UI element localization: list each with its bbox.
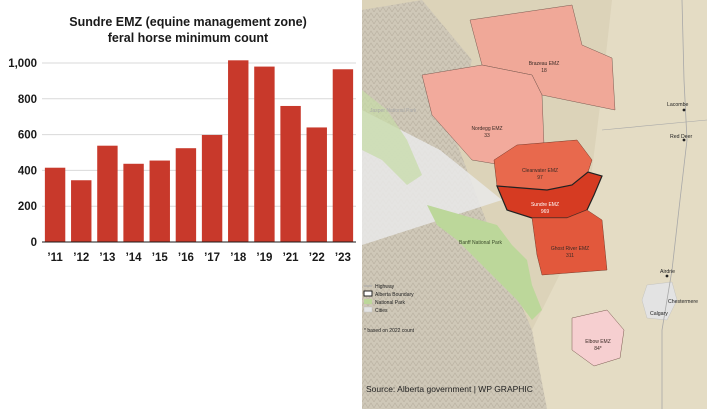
y-tick-label: 200 [18, 201, 37, 213]
chart-title-line2: feral horse minimum count [108, 31, 269, 45]
bar [175, 148, 197, 242]
x-tick-label: ’17 [204, 252, 220, 264]
elbow-label: Elbow EMZ [585, 339, 611, 345]
calgary-label: Calgary [650, 311, 668, 317]
brazeau-count: 18 [541, 68, 547, 74]
bar [280, 105, 301, 243]
y-tick-label: 400 [18, 165, 37, 177]
sundre-zone [496, 171, 603, 219]
red-deer-dot [682, 138, 686, 142]
bar [254, 66, 275, 242]
legend-boundary: Alberta Boundary [375, 292, 414, 298]
x-tick-label: ’11 [47, 252, 63, 264]
airdrie-dot [665, 274, 669, 278]
legend-cities: Cities [375, 308, 388, 314]
map-footnote: * based on 2022 count [364, 328, 415, 334]
legend-highway: Highway [375, 284, 395, 290]
bars [44, 60, 354, 243]
bar [44, 167, 66, 242]
ghost-river-count: 311 [566, 253, 574, 259]
jasper-park-label: Jasper National Park [370, 108, 417, 114]
lacombe-dot [682, 108, 686, 112]
bar [97, 145, 118, 242]
banff-park-label: Banff National Park [459, 240, 502, 246]
clearwater-label: Clearwater EMZ [522, 168, 558, 174]
jasper-park [362, 90, 422, 185]
bar-chart: Sundre EMZ (equine management zone) fera… [8, 15, 356, 264]
ghost-river-zone [531, 209, 608, 276]
x-tick-label: ’12 [73, 252, 89, 264]
nordegg-count: 33 [484, 133, 490, 139]
y-tick-label: 1,000 [8, 58, 37, 70]
bar [149, 160, 170, 242]
bar [71, 180, 92, 242]
sundre-count: 969 [541, 209, 550, 215]
source-credit: Source: Alberta government | WP GRAPHIC [366, 384, 533, 394]
x-tick-label: ’15 [152, 252, 169, 264]
highway-2 [661, 0, 688, 409]
x-tick-label: ’22 [309, 252, 325, 264]
nordegg-label: Nordegg EMZ [471, 126, 502, 132]
banff-park [427, 205, 542, 320]
bar [332, 69, 354, 242]
elbow-zone [571, 309, 625, 367]
bar [306, 127, 327, 242]
y-axis-ticks: 0 200 400 600 800 1,000 [8, 58, 37, 249]
x-tick-label: ’14 [126, 252, 143, 264]
zone-map: Jasper National Park Banff National Park… [362, 0, 707, 409]
red-deer-label: Red Deer [670, 134, 692, 140]
elbow-count: 84* [594, 346, 602, 352]
y-tick-label: 800 [18, 94, 37, 106]
lacombe-label: Lacombe [667, 102, 688, 108]
clearwater-count: 97 [537, 175, 543, 181]
highway-east [601, 119, 707, 131]
airdrie-label: Airdrie [660, 269, 675, 275]
chestermere-label: Chestermere [668, 299, 698, 305]
x-tick-label: ’19 [256, 252, 272, 264]
brazeau-label: Brazeau EMZ [529, 61, 560, 67]
x-tick-label: ’16 [178, 252, 194, 264]
y-tick-label: 600 [18, 130, 37, 142]
bar [228, 60, 249, 242]
legend-park: National Park [375, 300, 406, 306]
bar [123, 163, 144, 242]
sundre-label: Sundre EMZ [531, 202, 559, 208]
chart-title-line1: Sundre EMZ (equine management zone) [69, 15, 307, 29]
ghost-river-label: Ghost River EMZ [551, 246, 589, 252]
map-legend: Highway Alberta Boundary National Park C… [363, 284, 415, 334]
legend-park-swatch [364, 299, 372, 304]
gridlines [42, 62, 356, 207]
x-tick-label: ’23 [335, 252, 351, 264]
x-axis-ticks: ’11 ’12 ’13 ’14 ’15 ’16 ’17 ’18 ’19 ’21 ’22 ’23 [47, 252, 351, 264]
legend-cities-swatch [363, 306, 373, 313]
x-tick-label: ’21 [283, 252, 300, 264]
bar [201, 134, 223, 242]
legend-boundary-swatch [363, 290, 373, 297]
y-tick-label: 0 [31, 237, 37, 249]
x-tick-label: ’18 [230, 252, 247, 264]
x-tick-label: ’13 [99, 252, 115, 264]
